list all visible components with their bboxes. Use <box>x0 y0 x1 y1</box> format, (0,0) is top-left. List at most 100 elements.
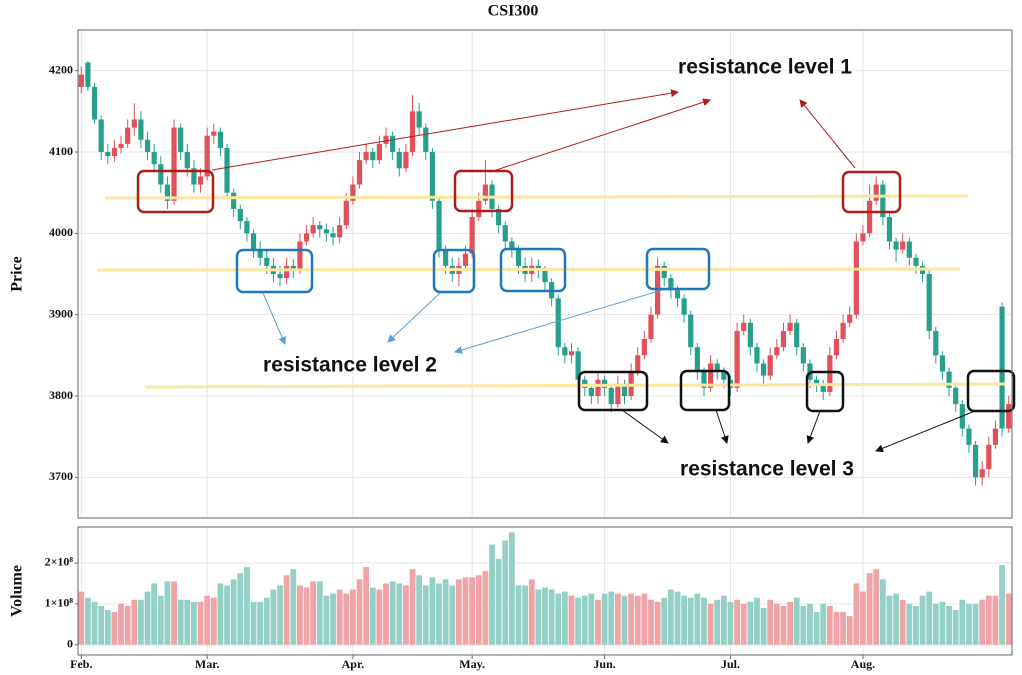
volume-bar <box>157 595 164 645</box>
volume-bar <box>773 603 780 645</box>
candle-body <box>661 265 667 279</box>
candle-body <box>767 355 773 376</box>
x-tick-label: Aug. <box>851 657 875 671</box>
volume-bar <box>257 601 264 645</box>
candle-body <box>833 339 840 356</box>
candle-body <box>337 225 343 238</box>
candle-body <box>648 314 654 340</box>
candle-body <box>694 347 700 372</box>
volume-bar <box>310 581 317 645</box>
volume-bar <box>727 601 734 645</box>
volume-bar <box>760 607 767 645</box>
y-axis-label: Price <box>9 256 26 292</box>
candle-body <box>310 225 316 234</box>
volume-bar <box>164 581 171 645</box>
highlight-box <box>499 247 567 293</box>
candle-body <box>197 176 204 185</box>
y-tick-label: 3700 <box>49 469 73 483</box>
volume-bar <box>866 573 873 645</box>
volume-bar <box>171 581 177 645</box>
annotation: resistance level 3 <box>680 458 854 481</box>
candle-body <box>111 147 118 157</box>
volume-bar <box>475 575 482 645</box>
candle-body <box>992 428 999 445</box>
volume-bar <box>714 599 721 645</box>
candle-body <box>853 241 859 315</box>
candle-body <box>674 290 681 299</box>
candle-body <box>476 200 482 218</box>
volume-bar <box>913 605 919 645</box>
volume-bar <box>919 595 926 645</box>
candle-body <box>436 200 442 250</box>
candle-body <box>237 208 243 222</box>
volume-bar <box>151 583 158 645</box>
chart-title: CSI300 <box>488 3 539 20</box>
volume-bar <box>389 581 396 645</box>
candle-body <box>986 444 992 470</box>
volume-bar <box>495 558 502 645</box>
x-tick-label: Jul. <box>721 657 740 671</box>
candle-body <box>787 322 793 331</box>
candle-body <box>356 160 363 185</box>
volume-bar <box>144 591 151 645</box>
candle-body <box>290 265 296 270</box>
candle-body <box>953 387 959 405</box>
volume-bar <box>455 579 462 645</box>
candle-body <box>747 322 753 348</box>
level-line <box>144 382 1006 389</box>
volume-bar <box>999 565 1005 645</box>
annotations: resistance level 1 resistance level 2 re… <box>96 56 1016 481</box>
x-tick-label: Mar. <box>195 657 220 671</box>
volume-bar <box>860 591 866 645</box>
volume-bar <box>124 605 131 645</box>
volume-bar <box>429 577 436 645</box>
volume-bar <box>303 587 310 645</box>
volume-bar <box>575 597 582 645</box>
candle-body <box>297 241 303 270</box>
candle-body <box>1006 404 1012 429</box>
candle-body <box>151 152 157 165</box>
candle-body <box>91 86 98 120</box>
candle-body <box>608 387 614 405</box>
candle-body <box>138 119 144 140</box>
arrow <box>806 410 821 444</box>
candle-body <box>906 241 912 258</box>
y-tick-label: 4000 <box>49 225 73 239</box>
volume-bar <box>694 593 701 645</box>
arrow <box>262 292 286 345</box>
volume-bar <box>482 571 489 645</box>
volume-bar <box>873 569 880 645</box>
volume-bar <box>217 583 224 645</box>
annotation: resistance level 2 <box>263 354 437 377</box>
volume-bar <box>879 579 886 645</box>
volume-bar <box>508 532 515 645</box>
volume-bar <box>184 599 191 645</box>
candle-body <box>171 127 177 201</box>
candle-body <box>409 111 416 152</box>
candle-body <box>575 351 581 380</box>
marks <box>78 60 1012 645</box>
candle-body <box>860 233 866 242</box>
candle-body <box>588 387 594 396</box>
candle-body <box>562 347 568 356</box>
candle-body <box>184 152 190 169</box>
y-tick-label: 0 <box>67 637 73 651</box>
candle-body <box>363 152 369 161</box>
volume-bar <box>846 616 853 645</box>
candle-body <box>886 217 893 242</box>
volume-bar <box>78 591 85 645</box>
volume-bar <box>177 599 184 645</box>
candle-body <box>760 363 767 376</box>
volume-bar <box>363 567 370 645</box>
volume-bar <box>111 612 118 645</box>
candle-body <box>966 428 972 445</box>
volume-bar <box>402 585 409 645</box>
volume-bar <box>826 605 833 645</box>
volume-bar <box>614 593 621 645</box>
candle-body <box>628 371 634 396</box>
volume-bar <box>197 601 204 645</box>
volume-bar <box>932 603 939 645</box>
candle-body <box>820 383 826 392</box>
volume-bar <box>734 599 740 645</box>
highlight-box <box>645 247 711 291</box>
